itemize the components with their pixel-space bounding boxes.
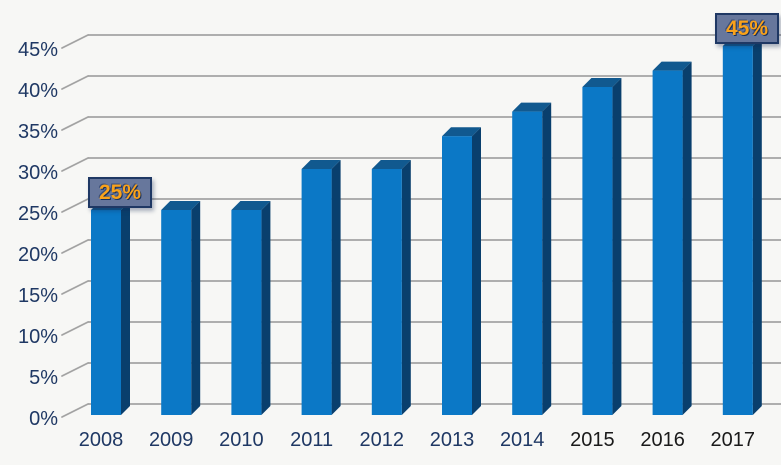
bar-2017 bbox=[722, 37, 762, 415]
x-axis-tick-label: 2009 bbox=[148, 429, 194, 451]
bar-2010 bbox=[231, 201, 271, 415]
bar-2008 bbox=[91, 201, 130, 415]
x-axis-tick-label: 2017 bbox=[710, 429, 756, 451]
y-axis-tick-label: 5% bbox=[29, 367, 58, 389]
x-axis-tick-label: 2015 bbox=[570, 429, 615, 451]
y-axis-tick-label: 15% bbox=[17, 285, 58, 307]
bar-side-face bbox=[331, 160, 341, 415]
bar-top-face bbox=[161, 201, 201, 210]
bar-2011 bbox=[301, 160, 341, 415]
x-axis-tick-label: 2013 bbox=[429, 429, 475, 451]
bar-side-face bbox=[472, 127, 481, 415]
gridline-connector bbox=[61, 280, 89, 295]
gridline-connector bbox=[61, 116, 89, 131]
bar-top-face bbox=[512, 102, 552, 112]
bar-2013 bbox=[442, 127, 481, 415]
value-callout-2008: 25% bbox=[88, 177, 152, 208]
bar-top-face bbox=[652, 61, 692, 71]
bar-front-face bbox=[722, 46, 753, 415]
y-axis-tick-label: 35% bbox=[17, 121, 58, 143]
bar-side-face bbox=[261, 201, 271, 415]
gridline-connector bbox=[61, 362, 89, 377]
bar-side-face bbox=[682, 61, 692, 415]
y-axis-tick-label: 45% bbox=[17, 39, 58, 61]
bar-front-face bbox=[442, 136, 472, 415]
bar-side-face bbox=[401, 160, 411, 415]
bar-front-face bbox=[582, 87, 613, 415]
y-axis-tick-label: 25% bbox=[17, 203, 58, 225]
gridline-connector bbox=[61, 239, 89, 254]
bar-front-face bbox=[371, 169, 402, 415]
y-axis-tick-label: 20% bbox=[17, 244, 58, 266]
bar-top-face bbox=[582, 78, 622, 87]
gridline-connector bbox=[61, 198, 89, 213]
gridline-connector bbox=[61, 34, 89, 49]
x-axis-tick-label: 2016 bbox=[640, 429, 685, 451]
bar-side-face bbox=[752, 37, 762, 415]
bar-2012 bbox=[371, 160, 411, 415]
x-axis-tick-label: 2008 bbox=[78, 429, 124, 451]
bar-front-face bbox=[231, 210, 262, 415]
x-axis-tick-label: 2014 bbox=[499, 429, 545, 451]
bar-top-face bbox=[231, 201, 271, 210]
bar-top-face bbox=[371, 160, 411, 169]
bar-front-face bbox=[512, 111, 543, 415]
y-axis-tick-label: 10% bbox=[17, 326, 58, 348]
y-axis-tick-label: 40% bbox=[17, 80, 58, 102]
bar-top-face bbox=[301, 160, 341, 169]
bar-2016 bbox=[652, 61, 692, 415]
x-axis-tick-label: 2012 bbox=[359, 429, 405, 451]
y-axis-tick-label: 30% bbox=[17, 162, 58, 184]
gridline-connector bbox=[61, 321, 89, 336]
bar-front-face bbox=[91, 210, 121, 415]
bar-front-face bbox=[161, 210, 192, 415]
gridline-connector bbox=[61, 403, 89, 418]
x-axis-tick-label: 2011 bbox=[290, 429, 334, 451]
bar-side-face bbox=[612, 78, 622, 415]
bar-front-face bbox=[652, 70, 683, 415]
x-axis-tick-label: 2010 bbox=[219, 429, 264, 451]
bar-side-face bbox=[121, 201, 130, 415]
bar-side-face bbox=[542, 102, 552, 415]
bar-2009 bbox=[161, 201, 201, 415]
bar-2014 bbox=[512, 102, 552, 415]
bars bbox=[91, 37, 762, 415]
bar-top-face bbox=[442, 127, 481, 137]
bar-side-face bbox=[191, 201, 201, 415]
bar-2015 bbox=[582, 78, 622, 415]
gridline-connector bbox=[61, 157, 89, 172]
bar-front-face bbox=[301, 169, 332, 415]
value-callout-2017: 45% bbox=[715, 13, 779, 44]
gridline-connector bbox=[61, 75, 89, 90]
y-axis-tick-label: 0% bbox=[29, 408, 58, 430]
